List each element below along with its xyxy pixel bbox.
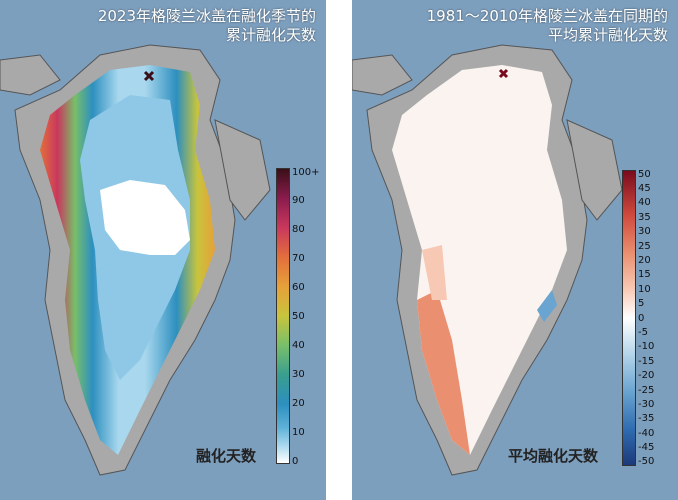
colorbar-tick-neg35: -35: [638, 413, 655, 424]
colorbar-tick-25: 25: [638, 241, 651, 252]
colorbar-tick-neg40: -40: [638, 428, 655, 439]
colorbar-tick-70: 70: [292, 253, 305, 264]
title-line-2-avg: 平均累计融化天数: [547, 26, 668, 44]
colorbar-tick-40: 40: [292, 340, 305, 351]
east-negative-anomaly: [537, 290, 557, 322]
colorbar-tick-neg30: -30: [638, 399, 655, 410]
northwest-island-avg: [352, 54, 413, 96]
legend-label-average-melt-days: 平均融化天数: [508, 447, 599, 465]
colorbar-tick-15: 15: [638, 269, 651, 280]
colorbar-tick-80: 80: [292, 224, 305, 235]
colorbar-tick-20: 20: [638, 255, 651, 266]
colorbar-tick-neg25: -25: [638, 385, 655, 396]
colorbar-tick-20: 20: [292, 398, 305, 409]
greenland-average-melt-map: [352, 44, 623, 476]
colorbar-tick-neg20: -20: [638, 370, 655, 381]
colorbar-tick-5: 5: [638, 298, 645, 309]
colorbar-tick-0: 0: [638, 313, 645, 324]
map-panel-1981-2010: 1981～2010年格陵兰冰盖在同期的 平均累计融化天数 50 45 40 35…: [352, 0, 678, 500]
southwest-melt-anomaly: [417, 290, 470, 455]
colorbar-tick-60: 60: [292, 282, 305, 293]
colorbar-average-melt: [622, 170, 636, 466]
title-line-1: 2023年格陵兰冰盖在融化季节的: [97, 7, 316, 25]
north-anomaly-marker: [498, 68, 509, 79]
colorbar-tick-50: 50: [638, 169, 651, 180]
title-line-1-avg: 1981～2010年格陵兰冰盖在同期的: [426, 7, 668, 25]
colorbar-tick-neg50: -50: [638, 456, 655, 467]
east-coast-land: [214, 119, 271, 221]
title-line-2: 累计融化天数: [225, 26, 316, 44]
east-coast-land-avg: [566, 119, 623, 221]
colorbar-tick-45: 45: [638, 183, 651, 194]
colorbar-tick-40: 40: [638, 197, 651, 208]
west-coast-mild-anomaly: [422, 245, 447, 300]
legend-label-melt-days: 融化天数: [196, 447, 257, 465]
map-panel-2023: 2023年格陵兰冰盖在融化季节的 累计融化天数 100+ 90 80 70 60…: [0, 0, 326, 500]
colorbar-tick-neg5: -5: [638, 327, 648, 338]
north-melt-marker: [143, 70, 155, 82]
colorbar-tick-100: 100+: [292, 167, 320, 178]
greenland-melt-map-2023: [0, 44, 271, 476]
colorbar-tick-90: 90: [292, 195, 305, 206]
northwest-island: [0, 54, 61, 96]
colorbar-tick-neg10: -10: [638, 341, 655, 352]
colorbar-melt-days: [276, 168, 290, 464]
colorbar-tick-30: 30: [638, 226, 651, 237]
ice-sheet-no-melt-core: [100, 180, 190, 255]
colorbar-tick-10: 10: [638, 284, 651, 295]
colorbar-tick-35: 35: [638, 212, 651, 223]
colorbar-tick-50: 50: [292, 311, 305, 322]
colorbar-tick-30: 30: [292, 369, 305, 380]
colorbar-tick-neg15: -15: [638, 356, 655, 367]
colorbar-tick-neg45: -45: [638, 442, 655, 453]
colorbar-tick-10: 10: [292, 427, 305, 438]
colorbar-tick-0: 0: [292, 456, 299, 467]
